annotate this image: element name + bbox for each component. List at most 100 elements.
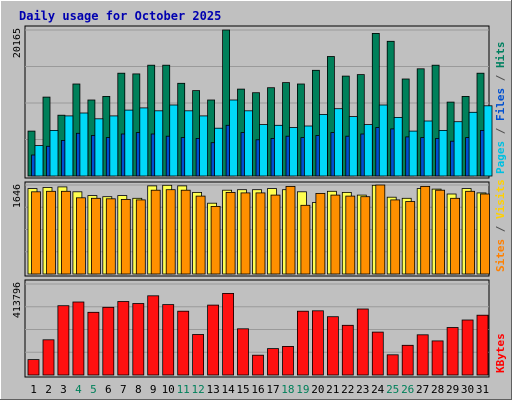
bar-kbytes-30 [461, 319, 474, 376]
x-tick-label: 4 [75, 383, 82, 396]
bar-pages-18 [289, 127, 298, 177]
bar-sites-17 [270, 194, 281, 275]
bar-kbytes-2 [42, 339, 55, 376]
bar-pages-10 [169, 104, 179, 177]
bar-pages-27 [423, 120, 433, 177]
x-tick-label: 30 [461, 383, 474, 396]
bar-sites-27 [420, 185, 431, 275]
series-axis-label-part: / [494, 68, 507, 88]
bar-pages-20 [318, 114, 328, 177]
bar-pages-12 [199, 115, 209, 177]
x-tick-label: 19 [296, 383, 309, 396]
series-axis-label: KBytes [494, 333, 507, 373]
chart-title: Daily usage for October 2025 [19, 9, 221, 23]
chart-panels: 20165 Pages / Files / Hits 1646 Sites / Vis… [12, 25, 507, 378]
bar-sites-20 [315, 192, 326, 275]
bar-kbytes-21 [326, 316, 339, 376]
series-axis-label-part: Pages [494, 141, 507, 174]
x-tick-label: 26 [401, 383, 414, 396]
bar-kbytes-23 [356, 308, 369, 376]
bar-kbytes-29 [446, 327, 459, 376]
bar-pages-29 [453, 121, 463, 177]
bar-pages-17 [274, 124, 283, 177]
bar-pages-16 [259, 124, 268, 177]
bar-sites-2 [46, 190, 56, 275]
x-tick-label: 2 [45, 383, 52, 396]
bar-sites-30 [465, 190, 476, 275]
bar-pages-5 [94, 118, 104, 177]
bar-kbytes-17 [267, 348, 279, 376]
bar-sites-12 [195, 195, 206, 275]
bar-sites-29 [450, 197, 461, 275]
series-axis-label-part: KBytes [494, 333, 507, 373]
x-tick-label: 31 [476, 383, 489, 396]
bar-sites-28 [435, 189, 446, 275]
bar-sites-11 [180, 189, 191, 275]
panel-kbytes: 413796 KBytes [12, 279, 507, 378]
x-tick-label: 28 [431, 383, 444, 396]
bar-sites-7 [120, 198, 131, 275]
bar-sites-19 [300, 204, 311, 275]
series-axis-label-part: Files [494, 88, 507, 121]
x-tick-label: 5 [90, 383, 97, 396]
series-axis-label-part: / [494, 219, 507, 239]
series-axis-label: Pages / Files / Hits [494, 42, 507, 175]
x-tick-label: 12 [191, 383, 204, 396]
series-pages [34, 99, 493, 177]
bar-pages-9 [154, 110, 164, 177]
x-tick-label: 17 [266, 383, 279, 396]
bar-sites-21 [330, 194, 341, 275]
bar-sites-23 [360, 196, 371, 275]
bar-sites-10 [165, 189, 176, 275]
bar-pages-25 [393, 117, 403, 177]
x-tick-label: 8 [135, 383, 142, 396]
bar-sites-1 [31, 191, 41, 275]
bar-sites-4 [76, 197, 86, 275]
bar-kbytes-10 [162, 304, 175, 376]
bar-sites-25 [390, 199, 401, 275]
bar-pages-15 [244, 110, 253, 177]
panel-visits-sites: 1646 Sites / Visits [12, 179, 507, 277]
y-max-label: 20165 [12, 28, 23, 58]
bar-kbytes-7 [117, 301, 130, 376]
series-kbytes [27, 292, 489, 376]
bar-kbytes-6 [102, 306, 115, 376]
x-tick-label: 13 [206, 383, 219, 396]
bar-pages-30 [468, 111, 478, 177]
bar-pages-6 [109, 115, 119, 177]
bar-kbytes-22 [341, 324, 354, 376]
series-axis-label-part: Visits [494, 179, 507, 219]
series-axis-label-part: Hits [494, 42, 507, 69]
bar-kbytes-26 [401, 344, 414, 376]
y-max-label: 413796 [12, 282, 23, 318]
bar-kbytes-5 [87, 311, 100, 376]
bar-kbytes-3 [57, 305, 70, 376]
bar-pages-22 [348, 116, 358, 177]
series-axis-label: Sites / Visits [494, 179, 507, 272]
x-tick-label: 22 [341, 383, 354, 396]
series-sites [31, 184, 490, 275]
x-tick-label: 16 [251, 383, 264, 396]
bar-kbytes-15 [237, 328, 249, 376]
bar-kbytes-9 [147, 295, 160, 376]
x-tick-label: 1 [30, 383, 37, 396]
bar-pages-14 [229, 99, 239, 177]
bar-sites-6 [105, 198, 116, 275]
x-tick-label: 24 [371, 383, 385, 396]
x-tick-label: 23 [356, 383, 369, 396]
x-tick-label: 29 [446, 383, 459, 396]
bar-kbytes-1 [27, 359, 40, 376]
bar-pages-8 [139, 107, 149, 177]
x-tick-label: 14 [221, 383, 235, 396]
bar-sites-31 [480, 193, 490, 275]
bar-sites-22 [345, 195, 356, 275]
bar-sites-14 [225, 191, 236, 275]
bar-pages-4 [79, 112, 89, 177]
bar-sites-26 [405, 201, 416, 275]
bar-pages-7 [124, 109, 134, 177]
bar-pages-21 [333, 108, 343, 177]
panel-hits-files-pages: 20165 Pages / Files / Hits [12, 25, 507, 179]
bar-pages-1 [34, 145, 44, 177]
bar-sites-5 [91, 197, 101, 275]
bar-kbytes-25 [386, 354, 399, 376]
